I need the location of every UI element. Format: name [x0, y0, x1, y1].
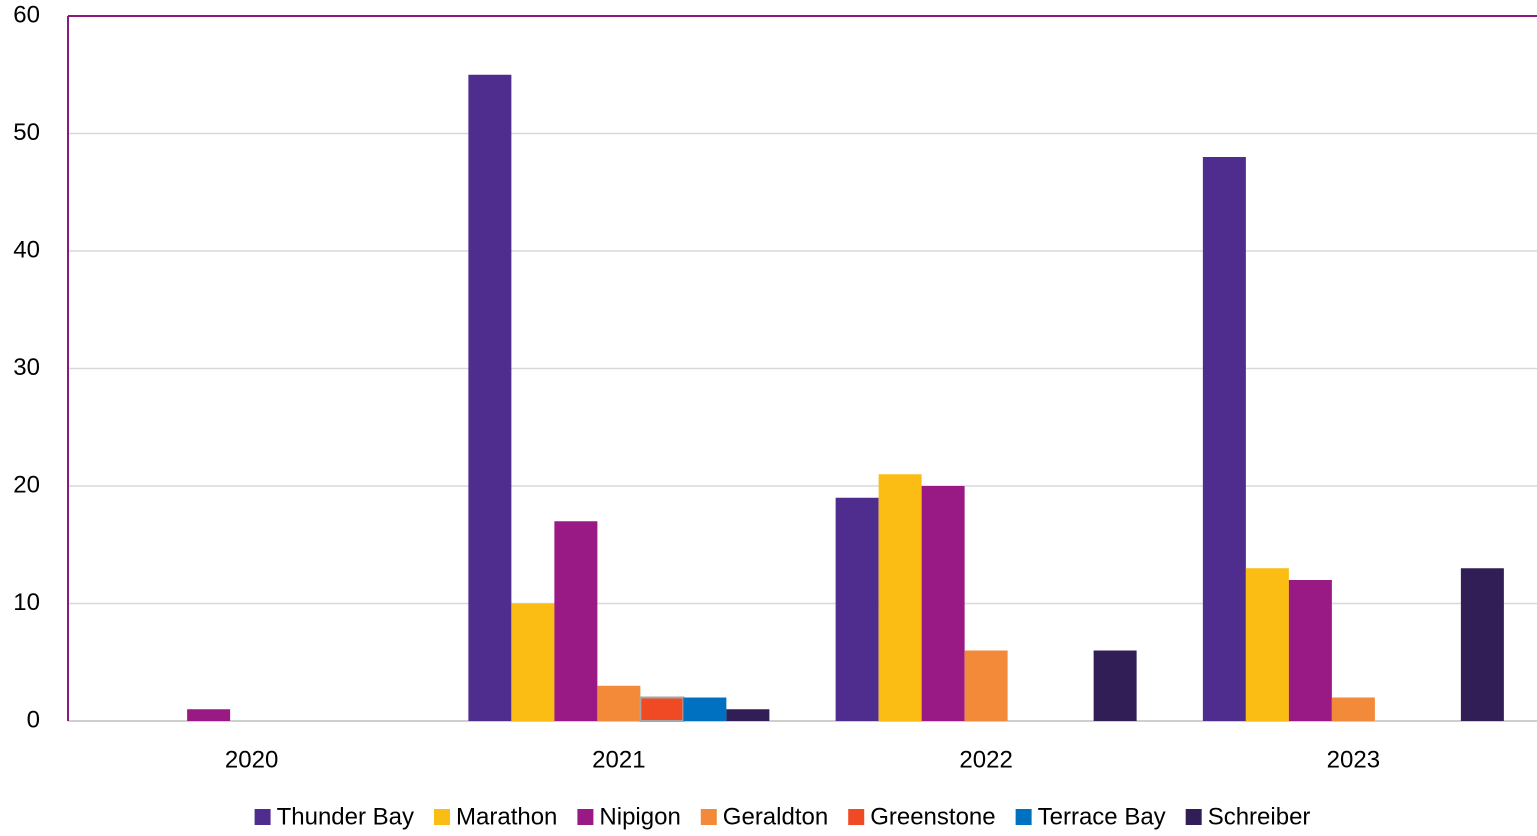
legend-label: Schreiber — [1208, 803, 1311, 830]
legend-swatch — [1185, 809, 1202, 825]
y-tick-label: 30 — [13, 354, 40, 381]
bar — [468, 74, 512, 721]
y-tick-label: 60 — [13, 1, 40, 28]
legend-swatch — [434, 809, 451, 825]
bar — [597, 685, 641, 721]
legend-swatch — [1015, 809, 1032, 825]
x-tick-label: 2020 — [225, 746, 278, 773]
bar — [1202, 157, 1246, 721]
x-tick-label: 2022 — [959, 746, 1012, 773]
y-tick-label: 20 — [13, 471, 40, 498]
legend-swatch — [700, 809, 717, 825]
bar — [1245, 568, 1289, 721]
bar — [511, 603, 555, 721]
x-tick-label: 2023 — [1327, 746, 1380, 773]
y-tick-label: 50 — [13, 119, 40, 146]
bar — [1093, 650, 1137, 721]
bar — [683, 697, 727, 721]
y-tick-label: 10 — [13, 589, 40, 616]
legend-swatch — [848, 809, 865, 825]
y-tick-label: 0 — [27, 706, 40, 733]
legend-label: Geraldton — [723, 803, 828, 830]
bar — [1460, 568, 1504, 721]
bar — [964, 650, 1008, 721]
bar — [878, 474, 922, 721]
bar — [187, 709, 231, 721]
x-tick-label: 2021 — [592, 746, 645, 773]
bar — [1331, 697, 1375, 721]
bar — [921, 486, 965, 721]
y-tick-label: 40 — [13, 236, 40, 263]
bar — [835, 497, 879, 721]
bar — [1288, 580, 1332, 721]
bar — [554, 521, 598, 721]
legend-label: Marathon — [456, 803, 557, 830]
legend-swatch — [577, 809, 594, 825]
legend-label: Nipigon — [599, 803, 680, 830]
bar — [726, 709, 770, 721]
legend-label: Terrace Bay — [1038, 803, 1166, 830]
legend-label: Greenstone — [870, 803, 995, 830]
bar — [639, 696, 685, 722]
legend-swatch — [254, 809, 271, 825]
legend-label: Thunder Bay — [277, 803, 414, 830]
